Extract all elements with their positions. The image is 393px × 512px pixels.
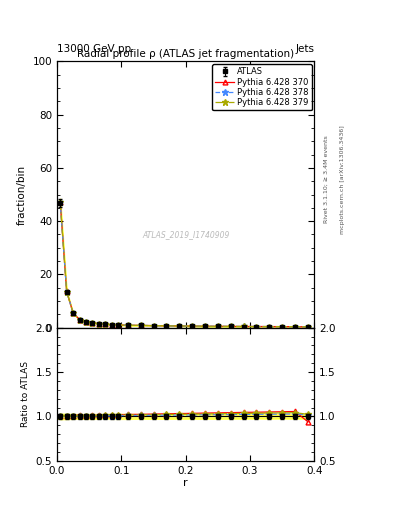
Pythia 6.428 370 bbox=[96, 321, 101, 327]
Pythia 6.428 370 bbox=[280, 324, 285, 330]
Pythia 6.428 379 bbox=[109, 322, 114, 328]
Pythia 6.428 379 bbox=[306, 324, 310, 330]
Pythia 6.428 378 bbox=[96, 321, 101, 327]
Pythia 6.428 378 bbox=[164, 323, 169, 329]
Pythia 6.428 378 bbox=[109, 322, 114, 328]
Pythia 6.428 370 bbox=[267, 324, 272, 330]
Pythia 6.428 370 bbox=[164, 323, 169, 329]
Pythia 6.428 378 bbox=[151, 323, 156, 329]
Pythia 6.428 379 bbox=[293, 324, 298, 330]
Y-axis label: fraction/bin: fraction/bin bbox=[17, 164, 27, 225]
Pythia 6.428 370 bbox=[203, 323, 208, 329]
Pythia 6.428 370 bbox=[241, 324, 246, 330]
Pythia 6.428 370 bbox=[116, 322, 121, 328]
Pythia 6.428 378 bbox=[254, 324, 259, 330]
Pythia 6.428 370 bbox=[190, 323, 195, 329]
Pythia 6.428 378 bbox=[228, 324, 233, 330]
Pythia 6.428 379 bbox=[96, 321, 101, 327]
Line: Pythia 6.428 379: Pythia 6.428 379 bbox=[57, 199, 311, 330]
Pythia 6.428 378 bbox=[190, 323, 195, 329]
Pythia 6.428 370 bbox=[77, 316, 82, 323]
Pythia 6.428 378 bbox=[77, 316, 82, 323]
Pythia 6.428 378 bbox=[64, 289, 69, 295]
Pythia 6.428 370 bbox=[138, 322, 143, 328]
Text: ATLAS_2019_I1740909: ATLAS_2019_I1740909 bbox=[142, 230, 230, 239]
X-axis label: r: r bbox=[184, 478, 188, 488]
Pythia 6.428 378 bbox=[203, 323, 208, 329]
Pythia 6.428 370 bbox=[177, 323, 182, 329]
Pythia 6.428 378 bbox=[103, 321, 108, 327]
Pythia 6.428 379 bbox=[90, 320, 95, 326]
Text: 13000 GeV pp: 13000 GeV pp bbox=[57, 44, 131, 54]
Pythia 6.428 370 bbox=[306, 324, 310, 330]
Pythia 6.428 378 bbox=[241, 324, 246, 330]
Pythia 6.428 378 bbox=[125, 322, 130, 328]
Text: mcplots.cern.ch [arXiv:1306.3436]: mcplots.cern.ch [arXiv:1306.3436] bbox=[340, 125, 345, 233]
Pythia 6.428 370 bbox=[103, 321, 108, 327]
Pythia 6.428 379 bbox=[71, 310, 75, 316]
Pythia 6.428 370 bbox=[64, 288, 69, 294]
Pythia 6.428 379 bbox=[164, 323, 169, 329]
Pythia 6.428 378 bbox=[71, 310, 75, 316]
Pythia 6.428 370 bbox=[84, 318, 88, 325]
Y-axis label: Ratio to ATLAS: Ratio to ATLAS bbox=[21, 361, 30, 427]
Pythia 6.428 370 bbox=[151, 323, 156, 329]
Pythia 6.428 378 bbox=[116, 322, 121, 328]
Pythia 6.428 370 bbox=[228, 323, 233, 329]
Pythia 6.428 378 bbox=[84, 319, 88, 325]
Pythia 6.428 379 bbox=[267, 324, 272, 330]
Pythia 6.428 378 bbox=[280, 324, 285, 330]
Text: Jets: Jets bbox=[296, 44, 314, 54]
Pythia 6.428 378 bbox=[215, 323, 220, 329]
Pythia 6.428 378 bbox=[138, 323, 143, 329]
Pythia 6.428 378 bbox=[58, 199, 62, 205]
Pythia 6.428 379 bbox=[177, 323, 182, 329]
Pythia 6.428 378 bbox=[267, 324, 272, 330]
Line: Pythia 6.428 378: Pythia 6.428 378 bbox=[57, 199, 311, 330]
Pythia 6.428 379 bbox=[138, 323, 143, 329]
Title: Radial profile ρ (ATLAS jet fragmentation): Radial profile ρ (ATLAS jet fragmentatio… bbox=[77, 49, 294, 59]
Pythia 6.428 379 bbox=[151, 323, 156, 329]
Text: Rivet 3.1.10; ≥ 3.4M events: Rivet 3.1.10; ≥ 3.4M events bbox=[324, 135, 329, 223]
Pythia 6.428 378 bbox=[293, 324, 298, 330]
Pythia 6.428 379 bbox=[58, 199, 62, 205]
Legend: ATLAS, Pythia 6.428 370, Pythia 6.428 378, Pythia 6.428 379: ATLAS, Pythia 6.428 370, Pythia 6.428 37… bbox=[212, 64, 312, 111]
Pythia 6.428 370 bbox=[215, 323, 220, 329]
Pythia 6.428 378 bbox=[306, 324, 310, 330]
Pythia 6.428 370 bbox=[293, 324, 298, 330]
Pythia 6.428 370 bbox=[109, 322, 114, 328]
Pythia 6.428 379 bbox=[125, 322, 130, 328]
Line: Pythia 6.428 370: Pythia 6.428 370 bbox=[58, 200, 310, 329]
Pythia 6.428 379 bbox=[254, 324, 259, 330]
Pythia 6.428 370 bbox=[90, 320, 95, 326]
Pythia 6.428 379 bbox=[77, 316, 82, 323]
Pythia 6.428 370 bbox=[58, 199, 62, 205]
Pythia 6.428 379 bbox=[116, 322, 121, 328]
Pythia 6.428 379 bbox=[64, 288, 69, 294]
Pythia 6.428 379 bbox=[241, 324, 246, 330]
Pythia 6.428 379 bbox=[190, 323, 195, 329]
Pythia 6.428 379 bbox=[215, 323, 220, 329]
Pythia 6.428 370 bbox=[125, 322, 130, 328]
Pythia 6.428 379 bbox=[228, 323, 233, 329]
Pythia 6.428 378 bbox=[177, 323, 182, 329]
Pythia 6.428 379 bbox=[280, 324, 285, 330]
Pythia 6.428 379 bbox=[84, 318, 88, 325]
Pythia 6.428 379 bbox=[103, 321, 108, 327]
Pythia 6.428 379 bbox=[203, 323, 208, 329]
Pythia 6.428 378 bbox=[90, 320, 95, 326]
Pythia 6.428 370 bbox=[71, 310, 75, 316]
Pythia 6.428 370 bbox=[254, 324, 259, 330]
